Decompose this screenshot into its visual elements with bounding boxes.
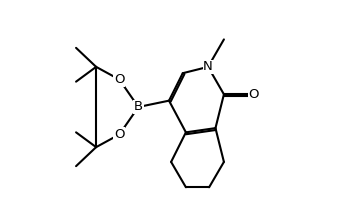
Text: O: O xyxy=(114,128,125,141)
Text: O: O xyxy=(114,73,125,86)
Text: O: O xyxy=(249,88,259,101)
Text: B: B xyxy=(134,101,143,113)
Text: N: N xyxy=(203,60,213,73)
